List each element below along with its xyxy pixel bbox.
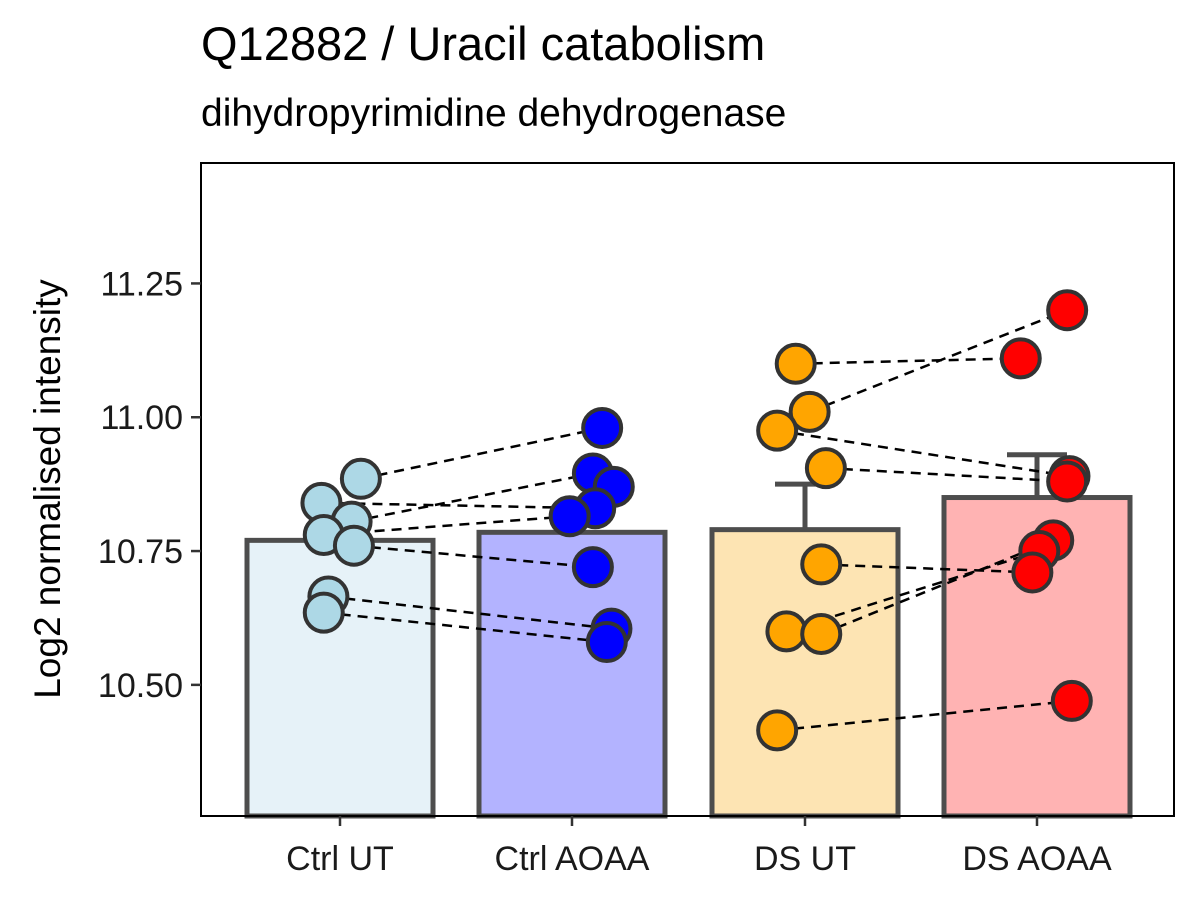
pair-line-5 bbox=[328, 595, 612, 630]
data-point bbox=[1050, 679, 1093, 722]
data-point bbox=[302, 591, 345, 634]
data-point bbox=[788, 390, 831, 433]
y-tick-label: 10.50 bbox=[98, 667, 183, 705]
pair-line-12 bbox=[786, 549, 1040, 633]
x-tick-label: Ctrl UT bbox=[286, 840, 394, 878]
points-layer bbox=[300, 289, 1093, 752]
data-point bbox=[571, 546, 614, 589]
y-axis-title: Log2 normalised intensity bbox=[27, 279, 68, 699]
pair-line-11 bbox=[821, 563, 1033, 574]
bar-ctrl-aoaa bbox=[476, 529, 668, 819]
data-point bbox=[756, 409, 799, 452]
data-point bbox=[1046, 460, 1089, 503]
x-axis: Ctrl UT Ctrl AOAA DS UT DS AOAA bbox=[286, 816, 1112, 878]
data-point bbox=[765, 610, 808, 653]
data-point bbox=[548, 495, 591, 538]
data-point bbox=[756, 709, 799, 752]
data-point bbox=[804, 447, 847, 490]
x-tick-label: DS AOAA bbox=[962, 840, 1112, 878]
pair-lines-layer bbox=[321, 309, 1072, 732]
pair-line-9 bbox=[776, 429, 1070, 478]
data-point bbox=[800, 613, 843, 656]
pair-line-10 bbox=[825, 466, 1068, 483]
chart-subtitle: dihydropyrimidine dehydrogenase bbox=[201, 92, 787, 135]
data-point bbox=[774, 342, 817, 385]
pair-line-8 bbox=[809, 309, 1068, 414]
data-point bbox=[581, 406, 624, 449]
pair-line-6 bbox=[323, 611, 607, 644]
pair-line-1 bbox=[351, 472, 594, 523]
pair-line-13 bbox=[820, 539, 1054, 636]
pair-line-0 bbox=[360, 426, 603, 481]
data-point bbox=[1011, 551, 1054, 594]
pair-line-14 bbox=[777, 699, 1072, 732]
y-tick-label: 11.00 bbox=[100, 399, 183, 437]
data-point bbox=[339, 457, 382, 500]
data-point bbox=[332, 524, 375, 567]
chart-title: Q12882 / Uracil catabolism bbox=[201, 17, 766, 70]
data-point bbox=[800, 543, 843, 586]
pair-line-4 bbox=[353, 544, 593, 569]
panel-border bbox=[200, 162, 1175, 817]
x-tick-label: Ctrl AOAA bbox=[495, 840, 650, 878]
pair-line-7 bbox=[795, 357, 1021, 365]
data-point bbox=[585, 621, 628, 664]
y-tick-label: 11.25 bbox=[100, 265, 183, 303]
y-tick-label: 10.75 bbox=[98, 533, 183, 571]
data-point bbox=[999, 337, 1042, 380]
x-tick-label: DS UT bbox=[754, 840, 856, 878]
data-point bbox=[1046, 289, 1089, 332]
pair-line-2 bbox=[321, 501, 596, 510]
y-axis: 10.50 10.75 11.00 11.25 bbox=[98, 265, 201, 705]
bars-layer bbox=[244, 495, 1133, 819]
